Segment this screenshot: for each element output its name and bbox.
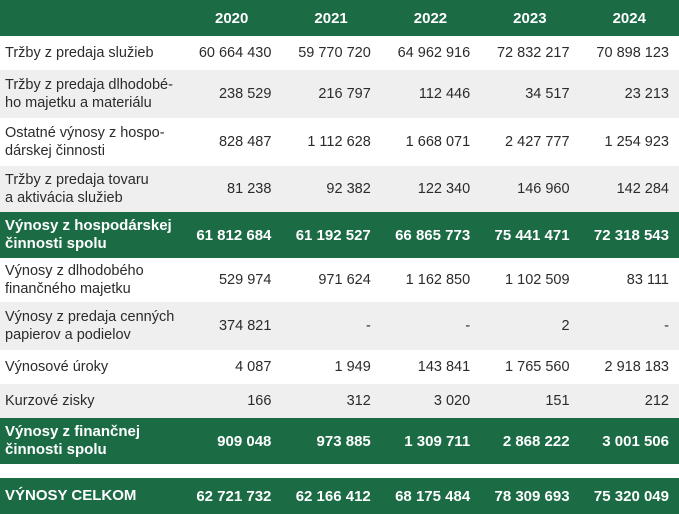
value-cell: 61 812 684 (182, 212, 282, 258)
value-cell: 4 087 (235, 359, 272, 375)
value-cell: 62 166 412 (281, 478, 381, 514)
year-header: 2020 (182, 0, 282, 36)
value-cell: 3 001 506 (579, 418, 679, 464)
value-cell: 973 885 (281, 418, 381, 464)
value-cell: - (579, 302, 679, 350)
value-cell: 971 624 (318, 272, 371, 288)
row-label: Ostatné výnosy z hospo- dárskej činnosti (5, 125, 165, 159)
value-cell: 72 318 543 (579, 212, 679, 258)
year-header: 2023 (480, 0, 580, 36)
row-label: Kurzové zisky (0, 384, 182, 418)
value-cell: 2 868 222 (480, 418, 580, 464)
value-cell: 1 254 923 (604, 134, 669, 150)
value-cell: 212 (579, 384, 679, 418)
value-cell: 151 (480, 384, 580, 418)
total-row: VÝNOSY CELKOM 62 721 732 62 166 412 68 175 … (0, 478, 679, 514)
total-row: Výnosy z finančnej činnosti spolu 909 048… (0, 418, 679, 464)
value-cell: 1 765 560 (505, 359, 570, 375)
value-cell: - (380, 302, 481, 350)
value-cell: 81 238 (182, 166, 282, 212)
value-cell: 75 320 049 (579, 478, 679, 514)
value-cell: 166 (182, 384, 282, 418)
value-cell: 34 517 (480, 70, 580, 118)
value-cell: 1 949 (334, 359, 371, 375)
year-header: 2024 (579, 0, 679, 36)
data-row: Ostatné výnosy z hospo- dárskej činnosti… (0, 118, 679, 166)
data-row: Tržby z predaja tovaru a aktivácia služi… (0, 166, 679, 212)
value-cell: 1 112 628 (307, 134, 371, 150)
value-cell: 70 898 123 (596, 45, 669, 61)
value-cell: 64 962 916 (397, 45, 471, 61)
value-cell: 216 797 (281, 70, 381, 118)
value-cell: 1 668 071 (405, 134, 471, 150)
value-cell: 143 841 (417, 359, 471, 375)
row-label: Tržby z predaja služieb (5, 45, 154, 61)
value-cell: 92 382 (281, 166, 381, 212)
data-row: Kurzové zisky 166 312 3 020 151 212 (0, 384, 679, 418)
row-label: Tržby z predaja dlhodobé- ho majetku a m… (0, 70, 182, 118)
value-cell: 909 048 (182, 418, 282, 464)
year-header: 2022 (380, 0, 481, 36)
value-cell: 60 664 430 (198, 45, 272, 61)
value-cell: 3 020 (380, 384, 481, 418)
data-row: Výnosy z predaja cenných papierov a podi… (0, 302, 679, 350)
spacer-row (0, 464, 679, 478)
data-row: Výnosy z dlhodobého finančného majetku 52… (0, 258, 679, 302)
year-header: 2021 (281, 0, 381, 36)
total-row: Výnosy z hospodárskej činnosti spolu 61 8… (0, 212, 679, 258)
data-row: Tržby z predaja služieb 60 664 430 59 770 … (0, 36, 679, 70)
value-cell: 66 865 773 (380, 212, 481, 258)
row-label: Výnosy z hospodárskej činnosti spolu (0, 212, 182, 258)
value-cell: 529 974 (218, 272, 272, 288)
value-cell: 83 111 (626, 272, 669, 288)
value-cell: 2 (480, 302, 580, 350)
row-label: VÝNOSY CELKOM (0, 478, 182, 514)
value-cell: 828 487 (218, 134, 272, 150)
value-cell: 75 441 471 (480, 212, 580, 258)
value-cell: 1 309 711 (380, 418, 481, 464)
value-cell: 146 960 (480, 166, 580, 212)
row-label: Výnosy z finančnej činnosti spolu (0, 418, 182, 464)
value-cell: 2 918 183 (604, 359, 669, 375)
value-cell: 78 309 693 (480, 478, 580, 514)
value-cell: 68 175 484 (380, 478, 481, 514)
value-cell: 2 427 777 (505, 134, 570, 150)
value-cell: 1 102 509 (505, 272, 570, 288)
spacer (0, 464, 679, 478)
data-row: Výnosové úroky 4 087 1 949 143 841 1 765 560… (0, 350, 679, 384)
value-cell: 1 162 850 (405, 272, 471, 288)
row-label: Výnosy z predaja cenných papierov a podi… (0, 302, 182, 350)
value-cell: 23 213 (579, 70, 679, 118)
value-cell: 112 446 (380, 70, 481, 118)
row-label: Výnosové úroky (5, 359, 109, 375)
value-cell: 312 (281, 384, 381, 418)
header-cell (0, 0, 182, 36)
row-label: Výnosy z dlhodobého finančného majetku (5, 263, 144, 297)
value-cell: 238 529 (182, 70, 282, 118)
value-cell: 142 284 (579, 166, 679, 212)
header-row: 2020 2021 2022 2023 2024 (0, 0, 679, 36)
value-cell: 122 340 (380, 166, 481, 212)
value-cell: 59 770 720 (298, 45, 371, 61)
row-label: Tržby z predaja tovaru a aktivácia služi… (0, 166, 182, 212)
value-cell: 374 821 (182, 302, 282, 350)
value-cell: 62 721 732 (182, 478, 282, 514)
data-row: Tržby z predaja dlhodobé- ho majetku a m… (0, 70, 679, 118)
value-cell: 72 832 217 (496, 45, 570, 61)
value-cell: - (281, 302, 381, 350)
value-cell: 61 192 527 (281, 212, 381, 258)
